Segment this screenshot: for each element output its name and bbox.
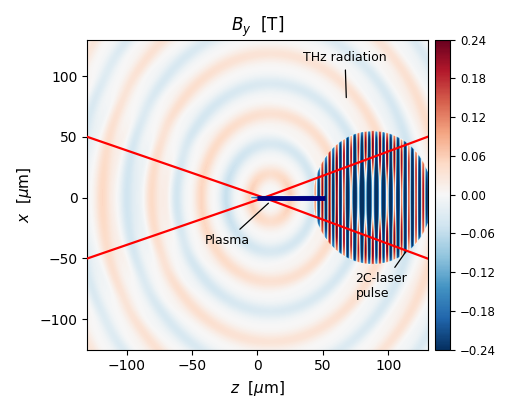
X-axis label: $z$  [$\mu$m]: $z$ [$\mu$m] bbox=[230, 379, 285, 398]
Text: Plasma: Plasma bbox=[205, 203, 268, 247]
Y-axis label: $x$  [$\mu$m]: $x$ [$\mu$m] bbox=[15, 166, 34, 223]
Text: 2C-laser
pulse: 2C-laser pulse bbox=[355, 251, 407, 300]
Title: $B_y$  [T]: $B_y$ [T] bbox=[231, 15, 284, 39]
Text: THz radiation: THz radiation bbox=[303, 52, 386, 97]
